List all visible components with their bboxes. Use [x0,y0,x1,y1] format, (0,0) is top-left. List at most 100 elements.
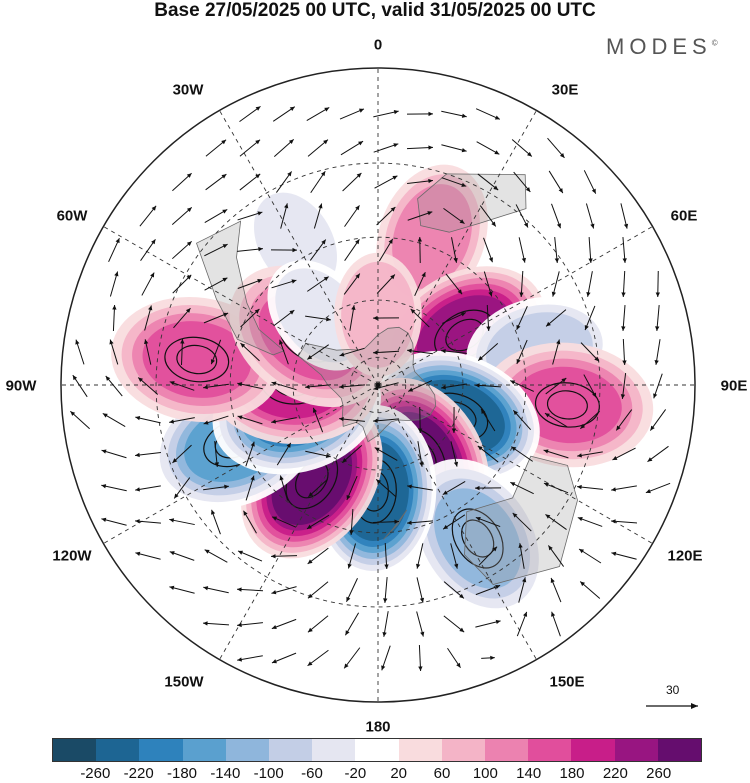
wind-arrow [307,649,329,667]
meridian-line [103,226,379,386]
wind-arrow [621,305,626,331]
wind-arrow [70,410,90,430]
lon-label-150w: 150W [164,673,204,691]
wind-arrow [475,584,501,596]
anomaly-contour-fill [142,321,251,398]
wind-arrow [237,382,263,390]
colorbar-swatch [312,739,356,761]
colorbar-swatch [441,739,486,761]
wind-arrow [375,479,397,497]
meridian-line [219,384,379,660]
wind-arrow [544,412,568,428]
wind-arrow [645,482,671,494]
wind-arrow [416,577,425,603]
wind-arrow [237,415,263,425]
wind-arrow [172,444,192,464]
wind-arrow [108,237,120,263]
wind-vectors [70,105,671,672]
wind-arrow [418,644,423,672]
wind-arrow [313,203,323,229]
wind-arrow [101,517,127,526]
wind-arrow [343,647,361,669]
wind-arrow [169,551,195,561]
wind-arrow [654,339,661,365]
wind-arrow [621,270,626,298]
wind-arrow [340,140,364,156]
brand-text: MODES [606,34,712,59]
wind-arrow [135,519,161,524]
wind-arrow [450,543,459,569]
wind-arrow [611,485,637,492]
wind-arrow [341,445,363,463]
wind-arrow [384,542,389,570]
colorbar-swatch [139,739,183,761]
wind-arrow [205,173,227,191]
wind-arrow [346,475,358,501]
wind-arrow [443,581,465,599]
wind-arrow [137,377,159,395]
wind-arrow [612,447,636,461]
wind-arrow [374,447,398,461]
wind-arrow [169,417,195,424]
wind-arrow [237,279,263,289]
wind-arrow [475,516,501,528]
wind-arrow [373,418,399,423]
brand-mark: © [711,38,718,48]
wind-arrow [407,178,433,185]
wind-arrow [407,380,433,392]
anomaly-contour-fill [392,184,472,289]
wind-arrow [483,271,493,297]
wind-arrow [441,312,467,324]
wind-arrow [545,309,567,327]
wind-arrow [519,270,524,298]
wind-arrow [372,350,400,355]
wind-arrow [273,309,295,327]
wind-arrow [407,484,433,491]
south-pole-marker [375,382,381,388]
contour-line [534,382,600,428]
lon-label-0: 0 [373,36,383,54]
wind-arrow [518,237,526,263]
lon-label-90w: 90W [5,377,37,395]
wind-arrow [579,581,601,599]
wind-arrow [271,652,297,664]
wind-arrow [307,276,329,292]
wind-arrow [512,512,532,532]
wind-arrow [543,482,569,494]
wind-arrow [515,204,529,228]
wind-arrow [339,416,365,422]
wind-arrow [270,554,298,559]
latitude-circle [155,162,601,608]
wind-arrow [373,143,399,153]
colorbar-swatch [182,739,226,761]
wind-arrow [511,139,533,157]
wind-arrow [622,338,627,366]
wind-arrow [376,206,396,226]
wind-arrow [214,441,220,467]
wind-arrow [280,203,289,229]
colorbar-swatch [355,739,399,761]
wind-arrow [173,477,191,499]
wind-arrow [109,271,119,297]
colorbar-tick-label: 100 [472,765,498,782]
anomaly-contour-fill [341,261,415,368]
contour-line [176,344,218,375]
wind-arrow [416,611,425,637]
meridian-line [377,110,537,386]
wind-arrow [479,205,497,227]
wind-arrow [344,205,360,227]
wind-arrow [545,514,567,530]
wind-arrow [204,243,228,257]
wind-arrow [545,377,567,395]
wind-arrow [372,519,400,524]
wind-arrow [135,485,161,492]
wind-arrow [240,308,260,328]
wind-arrow [135,551,161,560]
wind-arrow [237,211,263,221]
wind-arrow [383,577,388,603]
wind-arrow [550,577,562,603]
africa-outline [417,173,527,233]
wind-arrow [442,480,466,496]
colorbar-swatch [571,739,615,761]
